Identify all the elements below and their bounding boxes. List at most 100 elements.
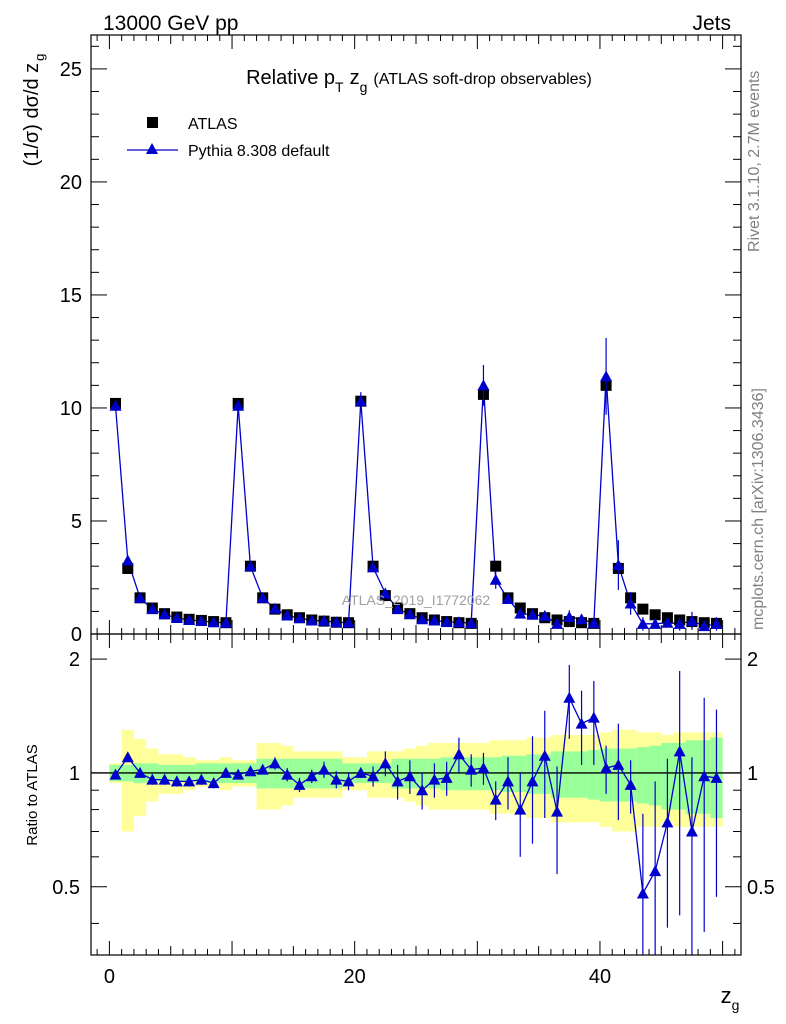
ratio-point xyxy=(158,773,171,785)
ratio-point xyxy=(256,763,269,775)
pythia-point xyxy=(342,616,355,628)
pythia-point xyxy=(551,617,564,629)
pythia-point xyxy=(207,616,220,628)
pythia-point xyxy=(318,614,331,626)
ratio-point xyxy=(661,816,674,828)
ratio-point xyxy=(538,749,551,761)
atlas-point xyxy=(649,609,661,621)
ratio-point xyxy=(121,751,134,763)
pythia-point xyxy=(673,617,686,629)
ratio-point xyxy=(587,711,600,723)
ratio-y-tick-label: 1 xyxy=(69,763,80,785)
ratio-point xyxy=(440,771,453,783)
pythia-point xyxy=(563,611,576,623)
y-axis-label: (1/σ) dσ/d zg xyxy=(21,54,47,167)
pythia-point xyxy=(183,613,196,625)
atlas-point xyxy=(490,560,502,572)
pythia-point xyxy=(624,597,637,609)
tick-labels: 0 20 40 0 5 10 15 20 25 0.5 0.5 1 1 2 2 xyxy=(52,59,775,988)
ratio-point xyxy=(465,763,478,775)
pythia-point xyxy=(514,607,527,619)
ratio-point xyxy=(219,766,232,778)
pythia-point xyxy=(600,370,613,382)
pythia-point xyxy=(146,603,159,615)
y-tick-label: 0 xyxy=(71,624,82,646)
x-tick-label: 0 xyxy=(104,966,115,988)
mcplots-label: mcplots.cern.ch [arXiv:1306.3436] xyxy=(750,388,767,630)
ratio-point xyxy=(183,775,196,787)
ratio-point xyxy=(379,757,392,769)
pythia-point xyxy=(538,609,551,621)
pythia-point xyxy=(134,591,147,603)
pythia-point xyxy=(232,399,245,411)
ratio-marks xyxy=(109,664,723,955)
ratio-point xyxy=(673,745,686,757)
ratio-band-green xyxy=(452,757,466,791)
pythia-point xyxy=(575,613,588,625)
atlas-point xyxy=(122,562,134,574)
ratio-point xyxy=(501,775,514,787)
chart-title: Relative pT zg (ATLAS soft-drop observable… xyxy=(246,67,592,95)
top-plot-marks xyxy=(109,337,723,632)
pythia-point xyxy=(416,613,429,625)
ratio-point xyxy=(305,770,318,782)
pythia-point xyxy=(219,616,232,628)
pythia-point xyxy=(465,617,478,629)
y-tick-label: 5 xyxy=(71,511,82,533)
header-left-label: 13000 GeV pp xyxy=(103,12,238,35)
pythia-point xyxy=(710,617,723,629)
ratio-point xyxy=(649,865,662,877)
ratio-point xyxy=(391,775,404,787)
pythia-point xyxy=(305,614,318,626)
legend: ATLAS Pythia 8.308 default xyxy=(127,116,330,160)
ratio-point xyxy=(526,775,539,787)
y-tick-label: 15 xyxy=(60,285,82,307)
pythia-point xyxy=(391,603,404,615)
axis-ticks xyxy=(91,35,741,955)
ratio-band-green xyxy=(293,758,306,789)
pythia-point xyxy=(330,616,343,628)
y-tick-label: 20 xyxy=(60,172,82,194)
analysis-watermark: ATLAS_2019_I1772062 xyxy=(342,592,491,608)
x-tick-label: 20 xyxy=(344,966,366,988)
ratio-point xyxy=(428,773,441,785)
ratio-point xyxy=(685,825,698,837)
y-tick-label: 25 xyxy=(60,59,82,81)
pythia-point xyxy=(244,560,257,572)
pythia-point xyxy=(256,591,269,603)
pythia-point xyxy=(428,614,441,626)
y-tick-label: 10 xyxy=(60,398,82,420)
pythia-point xyxy=(452,616,465,628)
ratio-point xyxy=(416,784,429,796)
ratio-point xyxy=(170,775,183,787)
pythia-point xyxy=(281,609,294,621)
ratio-y-tick-label: 2 xyxy=(69,649,80,671)
x-axis-label: zg xyxy=(721,983,740,1013)
ratio-point xyxy=(342,775,355,787)
header-right-label: Jets xyxy=(692,12,731,35)
ratio-point xyxy=(146,773,159,785)
pythia-series-line xyxy=(114,376,717,627)
ratio-point xyxy=(268,757,281,769)
pythia-point xyxy=(526,608,539,620)
ratio-point xyxy=(354,766,367,778)
ratio-point xyxy=(563,691,576,703)
ratio-point xyxy=(293,778,306,790)
ratio-point xyxy=(281,768,294,780)
ratio-point xyxy=(195,773,208,785)
ratio-point xyxy=(477,762,490,774)
legend-pythia-marker xyxy=(146,143,158,154)
ratio-point xyxy=(134,766,147,778)
pythia-point xyxy=(268,602,281,614)
ratio-point xyxy=(403,770,416,782)
ratio-point xyxy=(514,803,527,815)
rivet-label: Rivet 3.1.10, 2.7M events xyxy=(746,71,763,252)
ratio-y-tick-label-right: 2 xyxy=(747,649,758,671)
ratio-y-tick-label-right: 1 xyxy=(747,763,758,785)
ratio-point xyxy=(244,765,257,777)
pythia-point xyxy=(109,399,122,411)
legend-pythia-label: Pythia 8.308 default xyxy=(188,143,330,160)
pythia-point xyxy=(170,611,183,623)
ratio-point xyxy=(318,763,331,775)
